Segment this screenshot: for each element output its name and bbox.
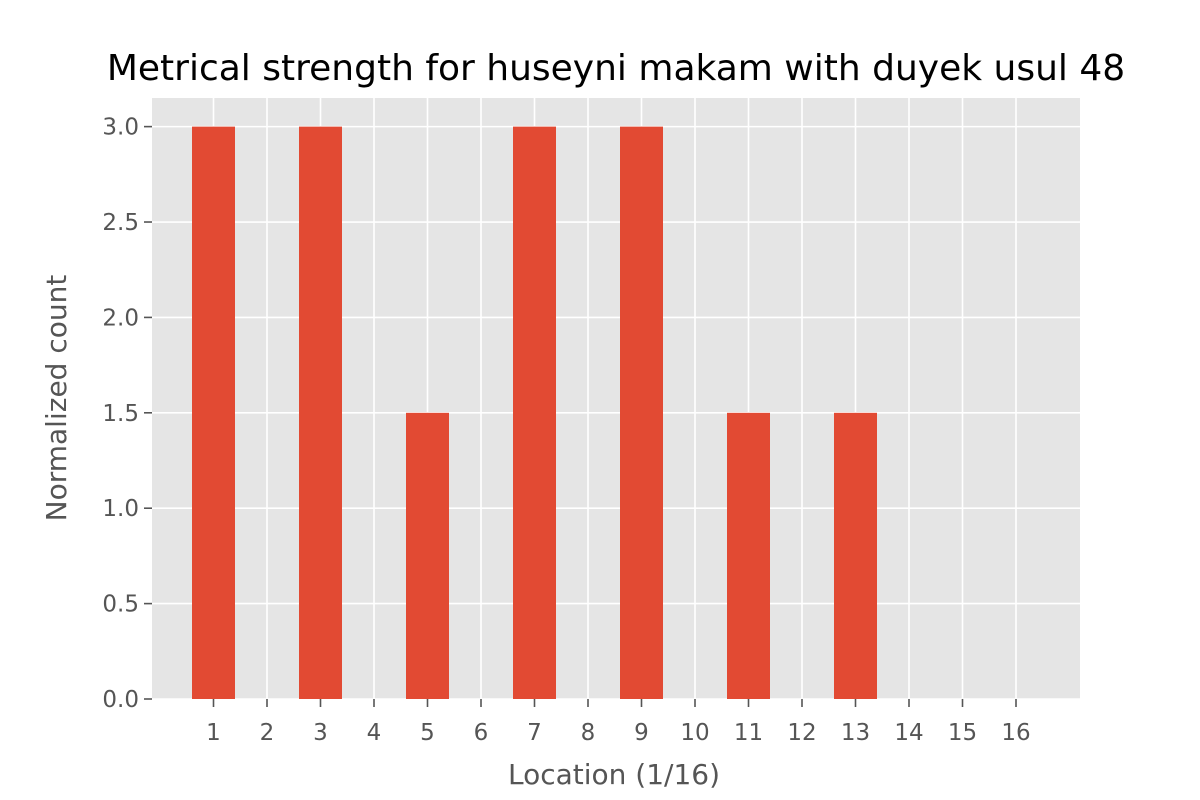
x-tick-label: 1 xyxy=(206,720,221,746)
x-tick-label: 15 xyxy=(948,720,977,746)
x-tick-label: 5 xyxy=(420,720,435,746)
x-tick-label: 14 xyxy=(894,720,923,746)
x-tick-label: 7 xyxy=(527,720,542,746)
bar-location-7 xyxy=(513,126,556,700)
y-tick-label: 0.5 xyxy=(102,592,139,618)
y-tick-label: 2.0 xyxy=(102,305,139,331)
y-tick-label: 1.0 xyxy=(102,496,139,522)
y-axis-ticks: 0.0 0.5 1.0 1.5 2.0 2.5 3.0 xyxy=(102,115,152,713)
y-tick-label: 0.0 xyxy=(102,687,139,713)
x-tick-label: 9 xyxy=(634,720,649,746)
bar-location-9 xyxy=(620,126,663,700)
plot-area xyxy=(152,98,1080,699)
y-tick-label: 1.5 xyxy=(102,401,139,427)
x-axis-label: Location (1/16) xyxy=(508,758,720,791)
x-tick-label: 2 xyxy=(260,720,275,746)
chart-title: Metrical strength for huseyni makam with… xyxy=(107,48,1125,89)
x-tick-label: 16 xyxy=(1001,720,1030,746)
bar-location-11 xyxy=(727,412,770,699)
x-tick-label: 6 xyxy=(474,720,489,746)
y-axis-label: Normalized count xyxy=(40,275,73,522)
bar-location-1 xyxy=(192,126,235,700)
x-tick-label: 4 xyxy=(367,720,382,746)
x-tick-label: 10 xyxy=(680,720,709,746)
y-tick-label: 3.0 xyxy=(102,115,139,141)
x-tick-label: 11 xyxy=(734,720,763,746)
bar-location-3 xyxy=(299,126,342,700)
x-tick-label: 8 xyxy=(581,720,596,746)
x-tick-label: 13 xyxy=(841,720,870,746)
bar-location-13 xyxy=(834,412,877,699)
x-tick-label: 12 xyxy=(787,720,816,746)
x-tick-label: 3 xyxy=(313,720,328,746)
bar-series xyxy=(192,126,877,700)
x-axis-ticks: 1 2 3 4 5 6 7 8 9 10 11 12 13 14 15 16 xyxy=(206,699,1031,746)
y-tick-label: 2.5 xyxy=(102,210,139,236)
bar-location-5 xyxy=(406,412,449,699)
